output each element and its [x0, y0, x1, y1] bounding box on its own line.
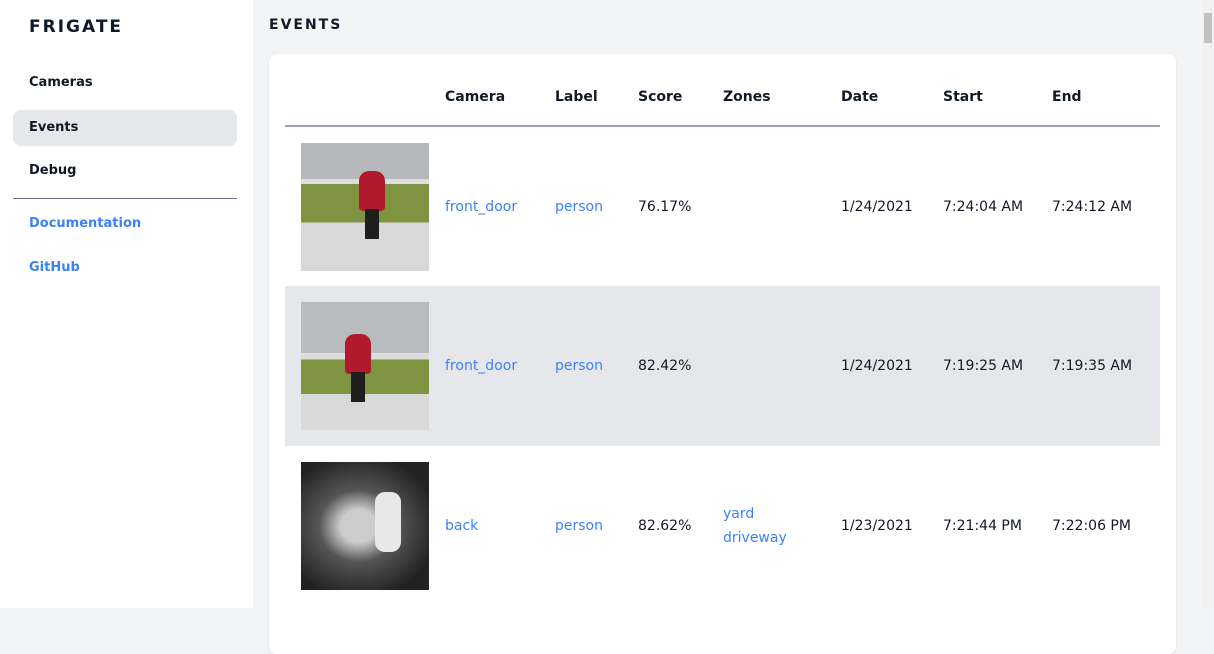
- date: 1/23/2021: [841, 518, 913, 534]
- zone-link[interactable]: yard: [723, 506, 755, 522]
- score: 76.17%: [638, 198, 692, 215]
- label-link[interactable]: person: [555, 198, 603, 215]
- events-table: Camera Label Score Zones Date Start End …: [285, 54, 1160, 606]
- scrollbar-thumb[interactable]: [1204, 13, 1212, 43]
- page-scrollbar[interactable]: [1202, 0, 1214, 608]
- table-header-row: Camera Label Score Zones Date Start End: [285, 54, 1160, 127]
- start-time: 7:19:25 AM: [943, 286, 1052, 446]
- camera-link[interactable]: front_door: [445, 198, 518, 215]
- table-row[interactable]: front_door person 82.42% 1/24/2021 7:19:…: [285, 286, 1160, 446]
- event-thumbnail[interactable]: [301, 462, 429, 590]
- end-time: 7:24:12 AM: [1052, 198, 1133, 215]
- start-time: 7:21:44 PM: [943, 518, 1022, 534]
- end-time: 7:19:35 AM: [1052, 286, 1160, 446]
- brand-logo: FRIGATE: [29, 17, 124, 37]
- sidebar-divider: [13, 198, 237, 199]
- zones: [723, 126, 841, 286]
- header-label: Label: [555, 54, 638, 127]
- date: 1/24/2021: [841, 286, 943, 446]
- label-link[interactable]: person: [555, 518, 603, 534]
- header-end: End: [1052, 54, 1160, 127]
- sidebar-item-debug[interactable]: Debug: [29, 163, 77, 178]
- events-card: Camera Label Score Zones Date Start End …: [269, 54, 1176, 654]
- header-start: Start: [943, 54, 1052, 127]
- camera-link[interactable]: back: [445, 518, 479, 534]
- table-row[interactable]: front_door person 76.17% 1/24/2021 7:24:…: [285, 126, 1160, 286]
- header-camera: Camera: [445, 54, 555, 127]
- header-zones: Zones: [723, 54, 841, 127]
- zones: yard driveway: [723, 446, 841, 606]
- zones: [723, 286, 841, 446]
- camera-link[interactable]: front_door: [445, 286, 555, 446]
- sidebar-item-events[interactable]: Events: [13, 110, 237, 146]
- github-link[interactable]: GitHub: [29, 260, 80, 275]
- zone-link[interactable]: driveway: [723, 530, 787, 546]
- label-link[interactable]: person: [555, 286, 638, 446]
- date: 1/24/2021: [841, 198, 913, 215]
- table-row[interactable]: back person 82.62% yard driveway 1/23/20…: [285, 446, 1160, 606]
- sidebar-item-cameras[interactable]: Cameras: [29, 75, 93, 90]
- header-date: Date: [841, 54, 943, 127]
- score: 82.62%: [638, 518, 692, 534]
- sidebar: FRIGATE Cameras Events Debug Documentati…: [0, 0, 253, 608]
- event-thumbnail[interactable]: [301, 302, 429, 430]
- documentation-link[interactable]: Documentation: [29, 216, 142, 231]
- header-thumbnail: [285, 54, 445, 127]
- header-score: Score: [638, 54, 723, 127]
- event-thumbnail[interactable]: [301, 142, 429, 271]
- score: 82.42%: [638, 286, 723, 446]
- start-time: 7:24:04 AM: [943, 198, 1024, 215]
- page-title: EVENTS: [269, 17, 343, 33]
- end-time: 7:22:06 PM: [1052, 518, 1131, 534]
